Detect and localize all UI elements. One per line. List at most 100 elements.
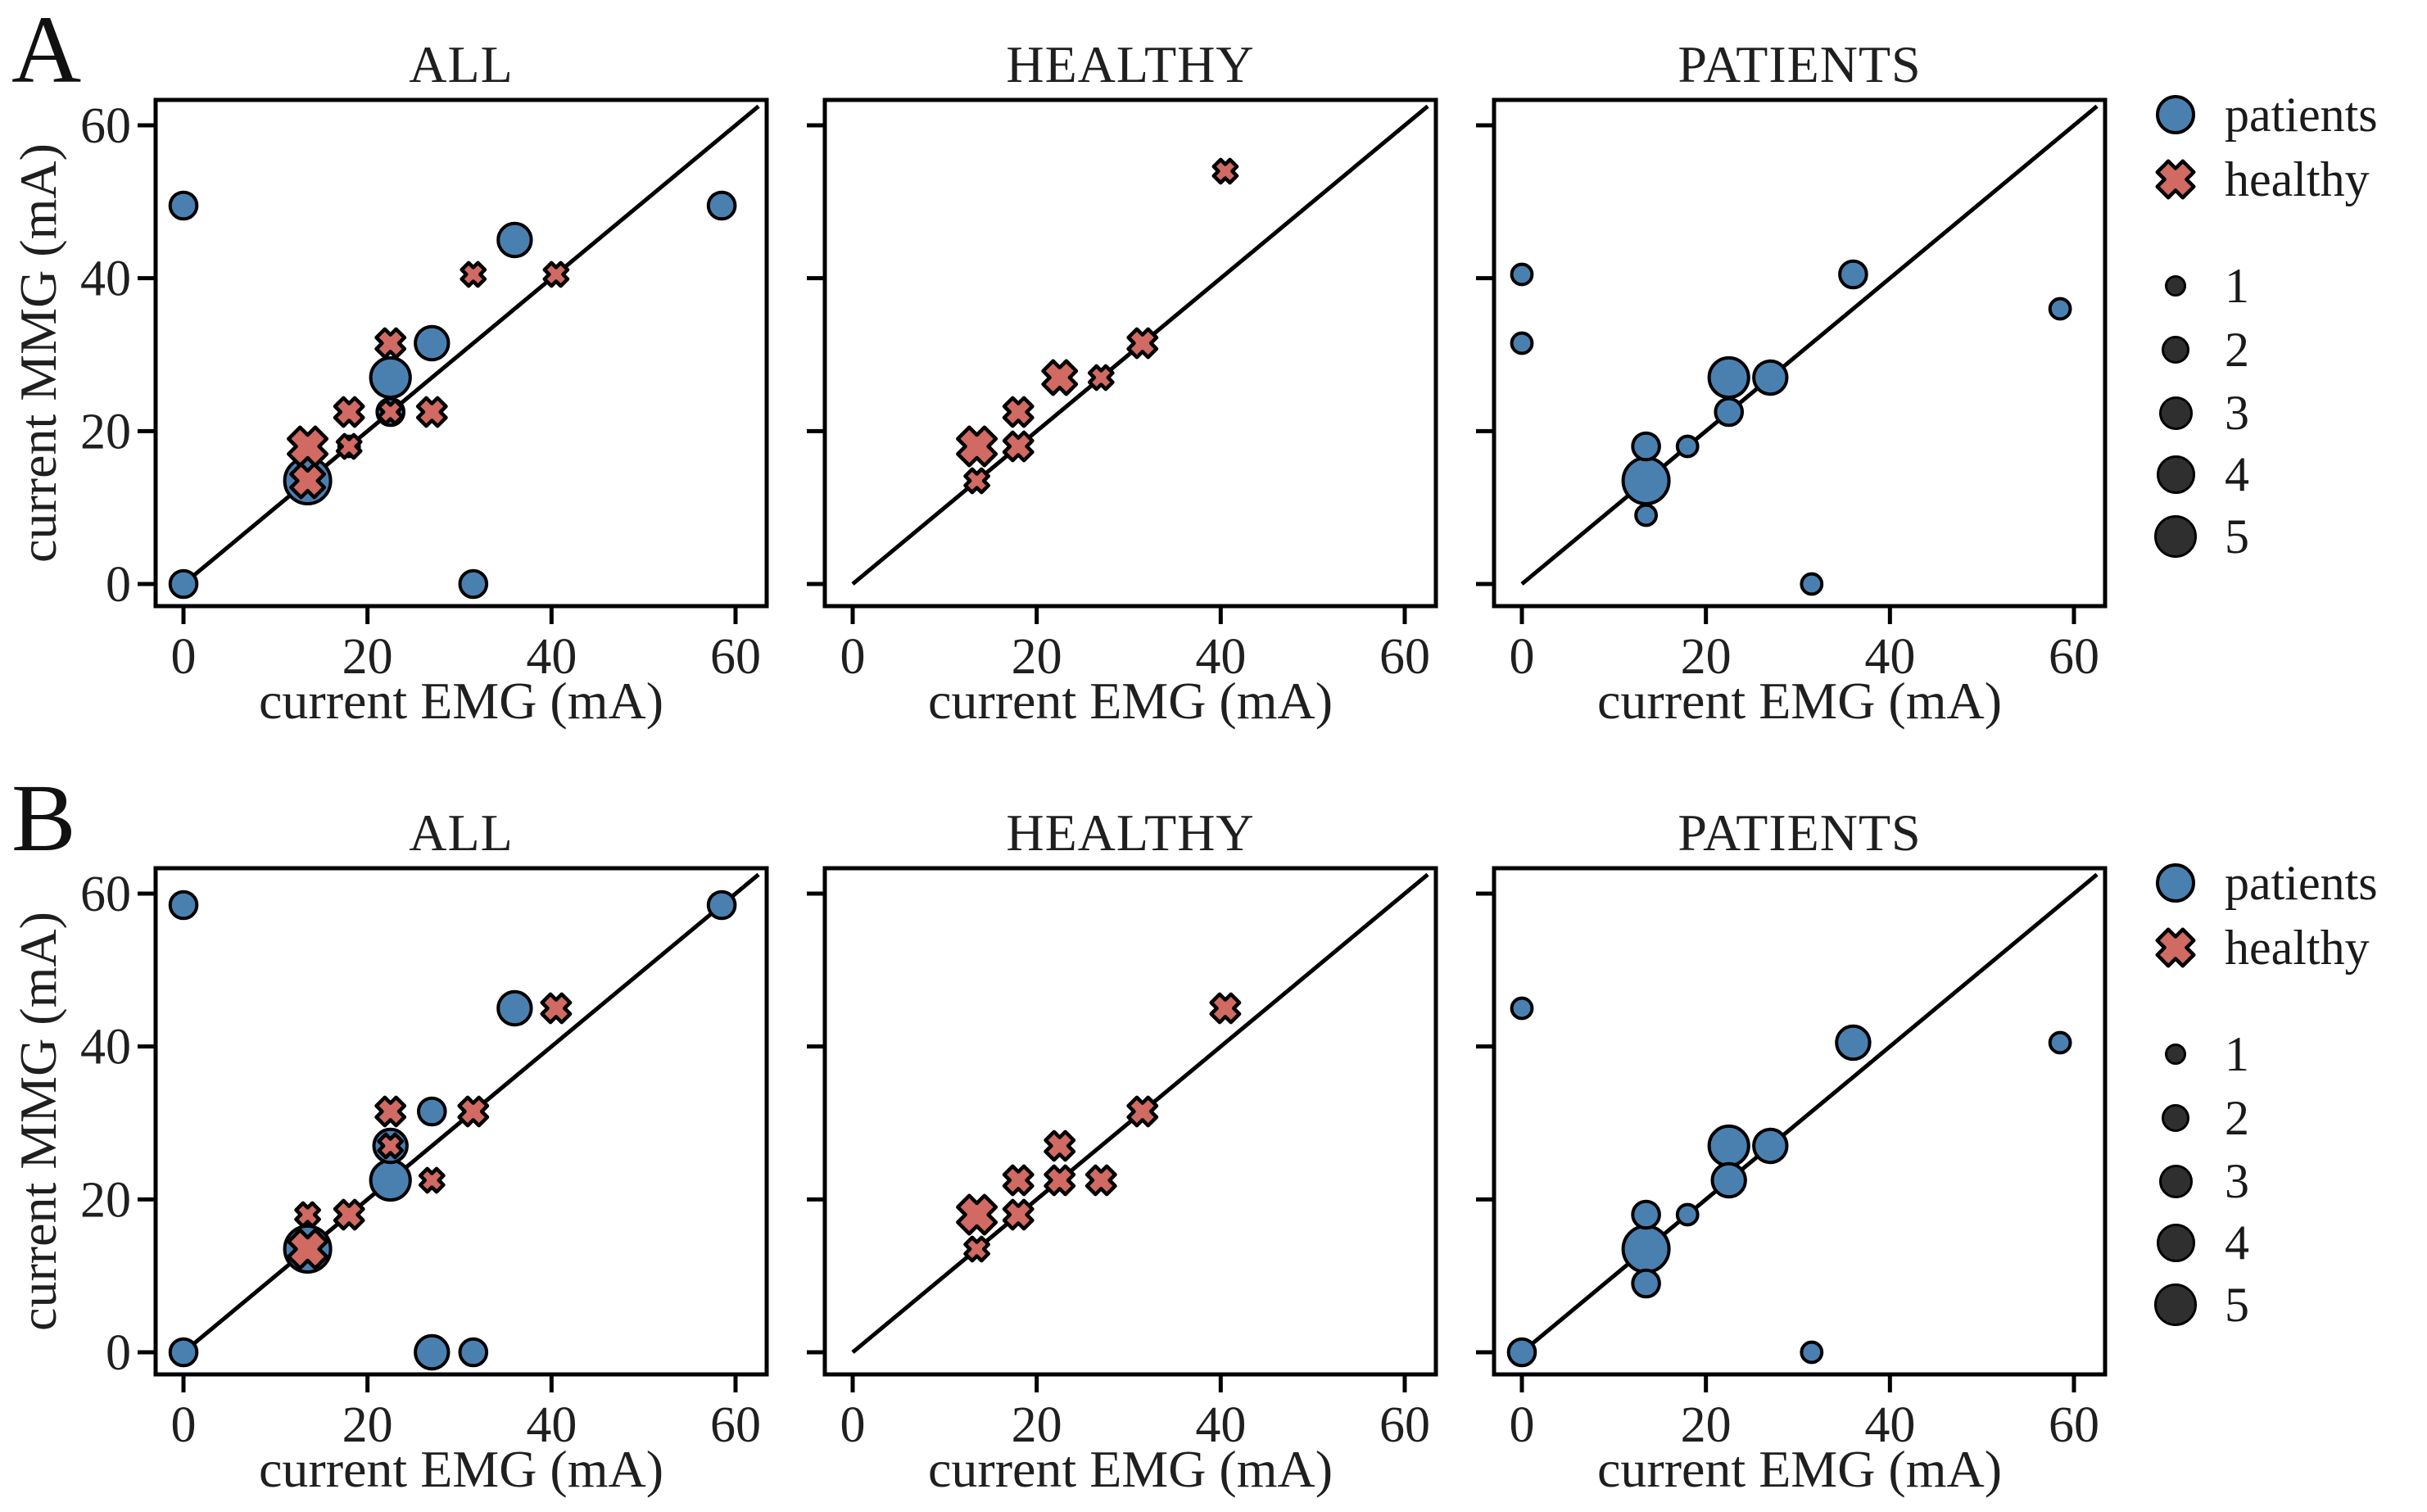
data-point-x [287, 1228, 329, 1270]
x-tick-label: 20 [1681, 1397, 1732, 1453]
size-legend-label: 5 [2225, 1278, 2249, 1332]
size-legend-label: 2 [2225, 1091, 2249, 1145]
data-point-x [1044, 1164, 1076, 1197]
panel-letter-a: A [11, 0, 82, 103]
data-point-circle [168, 190, 199, 221]
data-point-x [333, 1198, 365, 1231]
y-tick-label: 20 [80, 404, 131, 459]
data-point-x [374, 327, 407, 360]
data-point-circle [1675, 434, 1700, 459]
y-tick-label: 0 [106, 1325, 131, 1381]
size-dot-icon [2126, 275, 2225, 297]
panel-title-b-patients: PATIENTS [1678, 804, 1922, 862]
plot-a-healthy: 0 20 40 60 [807, 97, 1438, 685]
data-point-x [289, 462, 327, 500]
data-point-circle [1835, 1024, 1872, 1062]
legend-item-label: healthy [2225, 152, 2370, 206]
x-tick-label: 0 [171, 629, 197, 685]
size-legend-item-5: 5 [2126, 1272, 2249, 1338]
data-point-circle [1631, 1268, 1661, 1299]
size-legend-item-1: 1 [2126, 1021, 2249, 1087]
data-point-circle [1510, 996, 1534, 1021]
data-point-x [374, 1095, 407, 1128]
data-point-x [377, 1132, 405, 1160]
x-tick-label: 40 [1195, 1397, 1246, 1453]
x-axis-label: current EMG (mA) [1596, 1440, 2003, 1498]
data-point-x [1087, 364, 1115, 392]
legend-item-healthy: healthy [2126, 915, 2370, 980]
size-dot [2162, 1104, 2189, 1132]
x-tick-label: 20 [342, 1397, 393, 1453]
x-tick-label: 60 [1379, 1397, 1430, 1453]
size-legend-item-4: 4 [2126, 1210, 2249, 1275]
panel-title-b-all: ALL [409, 804, 514, 862]
data-point-x [1002, 430, 1035, 463]
x-tick-label: 20 [342, 629, 393, 685]
data-point-x [1041, 359, 1079, 396]
data-point-x [377, 398, 405, 426]
x-tick-label: 60 [2049, 1397, 2099, 1453]
plot-frame [153, 97, 769, 609]
data-point-circle [1707, 355, 1750, 400]
x-tick-label: 0 [171, 1397, 197, 1453]
plot-frame [822, 866, 1438, 1377]
data-point-x [460, 260, 487, 288]
patients-circle-icon [2126, 95, 2225, 134]
patients-circle-icon [2126, 863, 2225, 903]
panel-title-a-all: ALL [409, 35, 514, 93]
size-legend-item-5: 5 [2126, 504, 2249, 569]
data-point-x [333, 396, 365, 428]
size-dot [2158, 1164, 2193, 1198]
identity-line [1520, 104, 2099, 586]
data-point-circle [706, 890, 737, 921]
size-dot-icon [2126, 1283, 2225, 1326]
data-point-x [1002, 1164, 1035, 1197]
data-point-circle [1506, 1337, 1537, 1368]
y-tick-label: 40 [80, 251, 131, 307]
data-point-circle [1800, 572, 1824, 596]
x-axis-label: current EMG (mA) [1596, 672, 2003, 730]
data-point-circle [369, 355, 412, 400]
x-tick-label: 20 [1012, 1397, 1062, 1453]
x-tick-label: 40 [1864, 629, 1915, 685]
size-dot-icon [2126, 515, 2225, 558]
data-point-circle [2048, 297, 2072, 321]
data-point-x [1002, 1198, 1035, 1231]
data-point-circle [168, 890, 199, 921]
data-point-x [956, 425, 998, 468]
size-legend-item-3: 3 [2126, 380, 2249, 446]
x-tick-label: 20 [1012, 629, 1062, 685]
y-tick-label: 20 [80, 1172, 131, 1228]
size-dot [2154, 515, 2197, 558]
data-point-x [542, 260, 570, 288]
size-legend-item-4: 4 [2126, 441, 2249, 507]
plot-a-all: 00 20 20 40 40 60 60 [80, 97, 769, 685]
data-point-circle [1510, 262, 1534, 287]
data-point-circle [1838, 259, 1868, 290]
x-tick-label: 0 [1510, 629, 1535, 685]
x-tick-label: 60 [2049, 629, 2099, 685]
plot-b-healthy: 0 20 40 60 [807, 866, 1438, 1453]
size-legend-item-2: 2 [2126, 1085, 2249, 1151]
data-point-circle [1621, 1225, 1671, 1274]
plot-b-patients: 0 20 40 60 [1476, 866, 2108, 1453]
data-point-x [294, 1201, 321, 1229]
legend-item-label: patients [2225, 88, 2378, 142]
size-dot-icon [2126, 1104, 2225, 1132]
data-point-circle [168, 568, 199, 600]
plot-frame [153, 866, 769, 1377]
x-tick-label: 60 [710, 629, 761, 685]
plot-frame [1492, 97, 2108, 609]
size-dot-icon [2126, 1043, 2225, 1065]
data-point-circle [369, 1158, 412, 1202]
data-point-x [956, 1193, 998, 1236]
x-tick-label: 20 [1681, 629, 1732, 685]
plot-frame [822, 97, 1438, 609]
data-point-x [1126, 1095, 1159, 1128]
size-legend-item-2: 2 [2126, 317, 2249, 383]
size-dot [2165, 275, 2186, 297]
x-tick-label: 40 [1864, 1397, 1915, 1453]
size-legend-label: 4 [2225, 1215, 2249, 1270]
data-point-circle [1752, 359, 1789, 396]
